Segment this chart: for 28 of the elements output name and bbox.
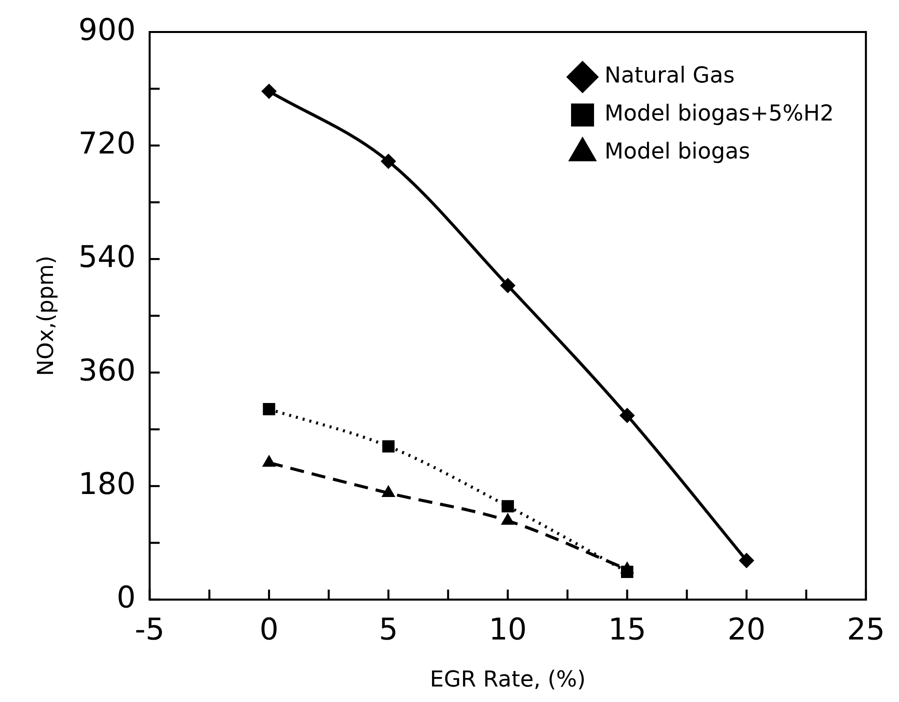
x-tick-label: 15 <box>608 612 646 648</box>
y-tick-label: 900 <box>78 12 136 48</box>
legend-label: Natural Gas <box>604 64 735 89</box>
legend-label: Model biogas+5%H2 <box>604 102 834 127</box>
point <box>382 486 395 498</box>
x-tick-label: -5 <box>134 612 165 648</box>
y-tick-label: 180 <box>78 466 136 502</box>
point <box>380 154 396 169</box>
y-tick-label: 360 <box>78 353 136 388</box>
y-tick-label: 0 <box>116 580 136 616</box>
point <box>262 402 276 416</box>
point <box>502 500 514 512</box>
x-tick-label: 10 <box>488 612 527 648</box>
point <box>382 440 395 453</box>
x-tick-label: 25 <box>846 612 886 648</box>
x-tick-label: 20 <box>727 612 766 648</box>
x-tick-label: 5 <box>378 612 398 648</box>
x-tick-label: 0 <box>259 612 279 648</box>
point <box>620 408 635 423</box>
point <box>739 553 754 568</box>
y-axis-title: NOx,(ppm) <box>34 256 59 376</box>
point <box>500 278 516 294</box>
legend-label: Model biogas <box>604 140 750 165</box>
x-axis-title: EGR Rate, (%) <box>430 668 586 693</box>
point <box>262 84 277 99</box>
y-tick-label: 720 <box>78 126 136 162</box>
y-tick-label: 540 <box>78 240 136 275</box>
point <box>621 566 634 578</box>
